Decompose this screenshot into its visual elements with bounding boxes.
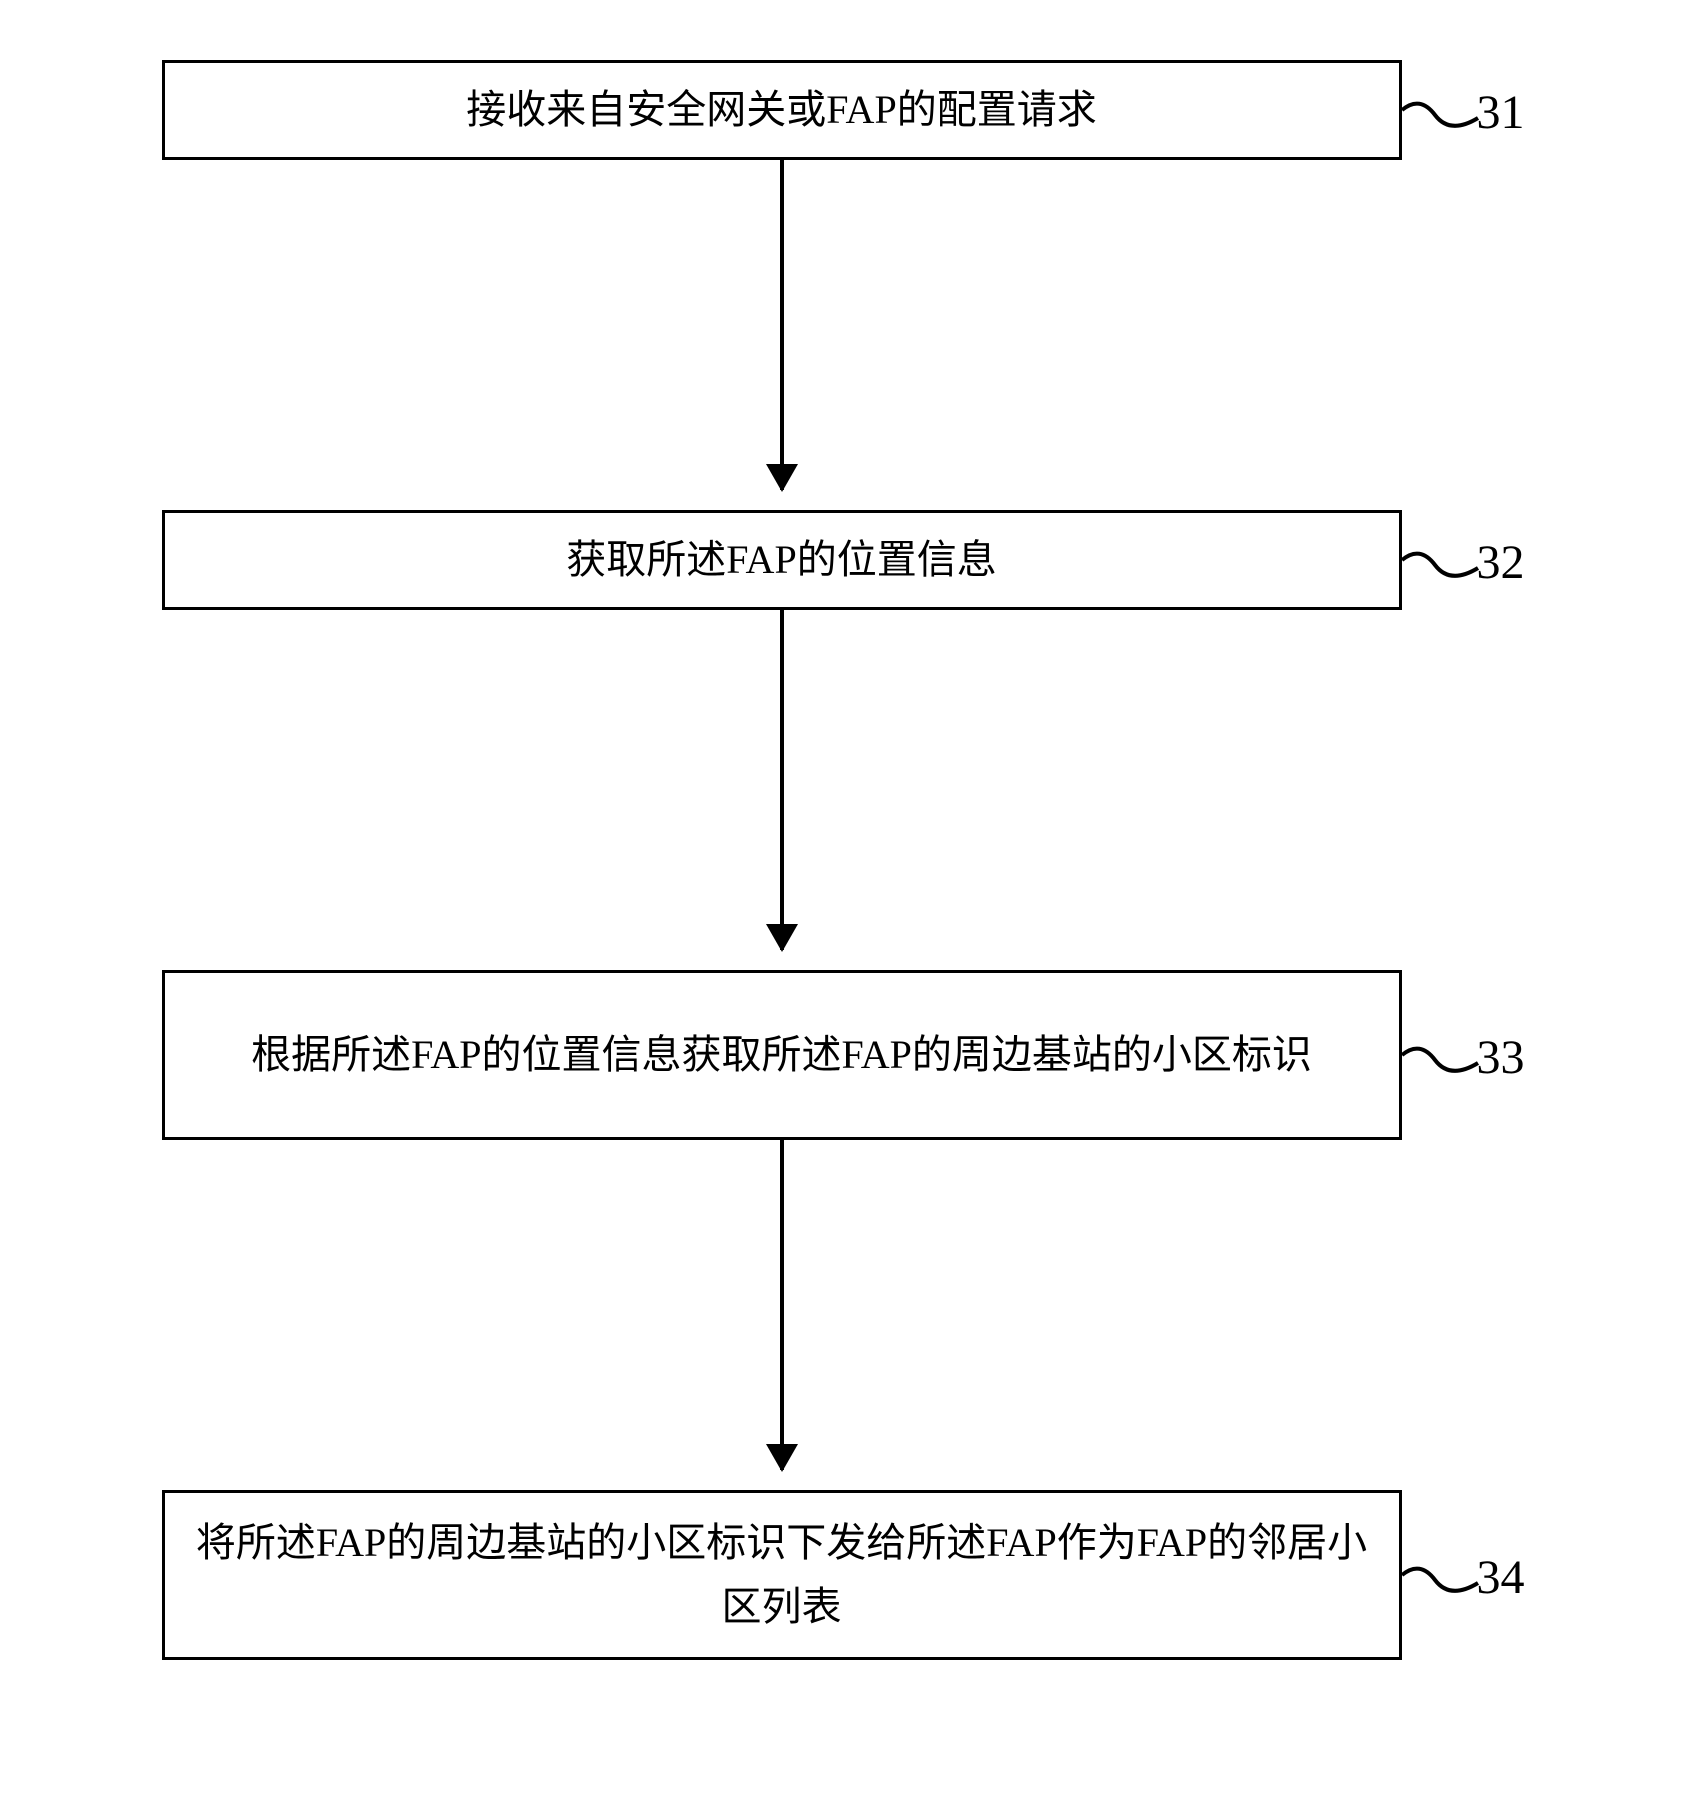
connector-squiggle-1 [1400,100,1480,150]
connector-squiggle-4 [1400,1565,1480,1615]
step-label-3: 33 [1477,1030,1525,1085]
node-text: 接收来自安全网关或FAP的配置请求 [466,78,1096,142]
connector-squiggle-2 [1400,550,1480,600]
step-label-1: 31 [1477,85,1525,140]
flowchart-node-step3: 根据所述FAP的位置信息获取所述FAP的周边基站的小区标识 [162,970,1402,1140]
flowchart-arrow-3 [780,1140,784,1470]
node-text: 获取所述FAP的位置信息 [566,528,996,592]
flowchart-arrow-1 [780,160,784,490]
connector-squiggle-3 [1400,1045,1480,1095]
label-text: 32 [1477,536,1525,589]
step-label-4: 34 [1477,1550,1525,1605]
flowchart-arrow-2 [780,610,784,950]
label-text: 33 [1477,1031,1525,1084]
node-text: 根据所述FAP的位置信息获取所述FAP的周边基站的小区标识 [251,1023,1312,1087]
label-text: 34 [1477,1551,1525,1604]
flowchart-node-step2: 获取所述FAP的位置信息 [162,510,1402,610]
node-text: 将所述FAP的周边基站的小区标识下发给所述FAP作为FAP的邻居小区列表 [195,1511,1369,1639]
flowchart-node-step1: 接收来自安全网关或FAP的配置请求 [162,60,1402,160]
label-text: 31 [1477,86,1525,139]
step-label-2: 32 [1477,535,1525,590]
flowchart-node-step4: 将所述FAP的周边基站的小区标识下发给所述FAP作为FAP的邻居小区列表 [162,1490,1402,1660]
